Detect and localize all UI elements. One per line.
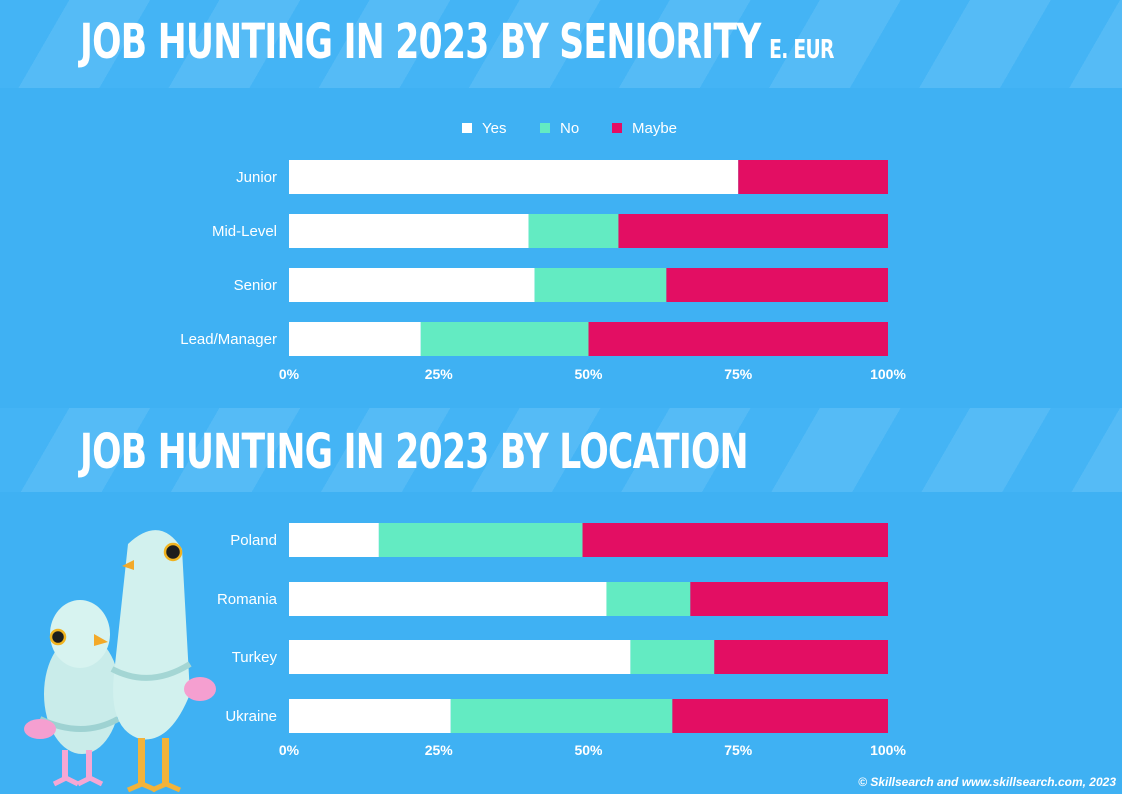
seniority-title-suffix: E. EUR <box>769 35 834 65</box>
legend-swatch-no <box>540 123 550 133</box>
title-band-seniority <box>0 0 1122 88</box>
location-chart-title: JOB HUNTING IN 2023 BY LOCATION <box>80 424 749 480</box>
seniority-bar-yes-junior <box>289 160 739 194</box>
seniority-bar-yes-mid-level <box>289 214 529 248</box>
seniority-x-tick-label: 75% <box>724 366 753 382</box>
location-chart: Poland Romania Turkey Ukraine 0% 25% 50% 75% 100… <box>217 523 906 758</box>
seniority-category-label: Mid-Level <box>212 223 277 240</box>
location-bar-maybe-turkey <box>714 640 888 674</box>
seniority-bar-no-mid-level <box>528 214 619 248</box>
location-bar-maybe-romania <box>690 582 888 616</box>
seniority-bar-no-senior <box>534 268 667 302</box>
legend-label-no: No <box>560 120 579 137</box>
seniority-bar-maybe-junior <box>738 160 888 194</box>
seniority-category-label: Lead/Manager <box>180 331 277 348</box>
pigeon-tall <box>110 530 216 793</box>
copyright-footer: © Skillsearch and www.skillsearch.com, 2… <box>858 775 1116 789</box>
location-category-label: Ukraine <box>225 708 277 725</box>
pigeon-small <box>24 600 120 787</box>
location-bar-yes-romania <box>289 582 607 616</box>
location-bar-yes-turkey <box>289 640 631 674</box>
seniority-bar-yes-senior <box>289 268 535 302</box>
location-bar-no-ukraine <box>450 699 673 733</box>
legend-label-maybe: Maybe <box>632 120 677 137</box>
seniority-category-label: Senior <box>234 277 277 294</box>
seniority-x-tick-label: 25% <box>425 366 454 382</box>
location-category-label: Romania <box>217 591 278 608</box>
location-x-tick-label: 50% <box>574 742 603 758</box>
location-bar-no-romania <box>606 582 691 616</box>
seniority-x-tick-label: 100% <box>870 366 906 382</box>
seniority-chart-title: JOB HUNTING IN 2023 BY SENIORITY E. EUR <box>80 14 834 70</box>
location-x-tick-label: 25% <box>425 742 454 758</box>
location-bar-yes-ukraine <box>289 699 451 733</box>
location-bar-maybe-ukraine <box>672 699 888 733</box>
location-x-tick-label: 75% <box>724 742 753 758</box>
legend-swatch-yes <box>462 123 472 133</box>
location-bar-maybe-poland <box>582 523 888 557</box>
seniority-x-tick-label: 0% <box>279 366 300 382</box>
seniority-bar-yes-lead-manager <box>289 322 421 356</box>
seniority-category-label: Junior <box>236 169 277 186</box>
location-bar-no-turkey <box>630 640 715 674</box>
title-band-location <box>0 408 1122 492</box>
seniority-bar-maybe-mid-level <box>618 214 888 248</box>
pigeon-mascots-illustration <box>24 530 216 793</box>
location-bar-no-poland <box>378 523 583 557</box>
seniority-bar-maybe-lead-manager <box>588 322 888 356</box>
location-bar-yes-poland <box>289 523 379 557</box>
location-x-tick-label: 100% <box>870 742 906 758</box>
seniority-title-text: JOB HUNTING IN 2023 BY SENIORITY <box>80 14 761 70</box>
legend-label-yes: Yes <box>482 120 506 137</box>
seniority-x-tick-label: 50% <box>574 366 603 382</box>
legend-swatch-maybe <box>612 123 622 133</box>
location-category-label: Turkey <box>232 649 278 666</box>
location-x-tick-label: 0% <box>279 742 300 758</box>
location-category-label: Poland <box>230 532 277 549</box>
seniority-bar-maybe-senior <box>666 268 888 302</box>
seniority-chart: Junior Mid-Level Senior Lead/Manager 0% 25% 50… <box>180 120 906 382</box>
seniority-bar-no-lead-manager <box>420 322 589 356</box>
